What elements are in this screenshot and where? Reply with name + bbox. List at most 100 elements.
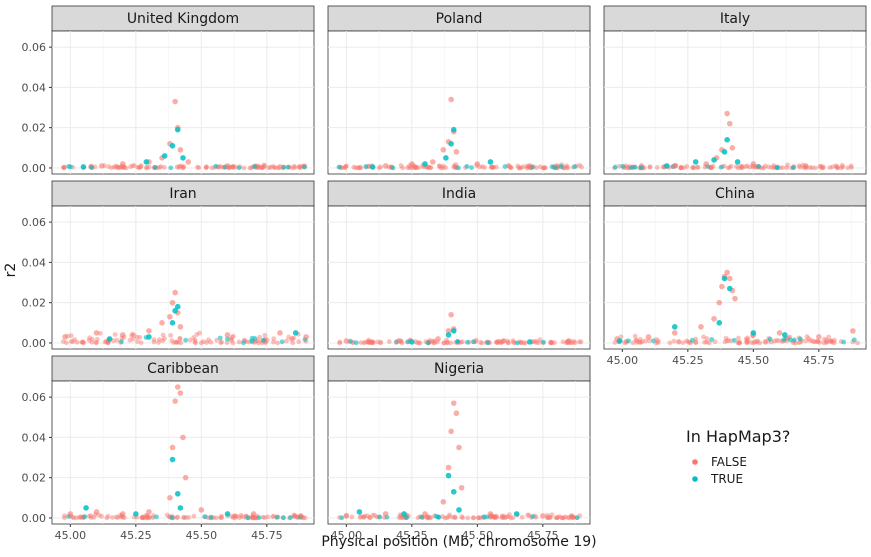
data-point <box>362 513 368 519</box>
data-point <box>302 515 308 521</box>
data-point <box>625 165 630 171</box>
data-point <box>737 340 743 346</box>
data-point <box>172 307 178 314</box>
data-point <box>791 337 797 343</box>
data-point <box>168 165 174 171</box>
data-point <box>639 339 645 345</box>
data-point <box>448 96 454 103</box>
data-point <box>850 328 856 334</box>
data-point <box>821 340 827 346</box>
data-point <box>780 165 786 170</box>
data-point <box>138 164 144 170</box>
data-point <box>156 337 162 342</box>
data-point <box>703 161 709 167</box>
data-point <box>447 512 452 518</box>
data-point <box>169 143 176 149</box>
data-point <box>382 163 389 169</box>
data-point <box>425 515 430 521</box>
data-point <box>450 488 457 495</box>
data-point <box>569 515 575 521</box>
data-point <box>566 515 572 521</box>
data-point <box>491 164 497 170</box>
data-point <box>62 515 67 521</box>
data-point <box>250 515 256 521</box>
data-point <box>363 164 369 169</box>
data-point <box>197 330 202 336</box>
data-point <box>412 165 418 170</box>
data-point <box>98 163 105 169</box>
data-point <box>356 509 363 515</box>
data-point <box>191 335 196 340</box>
data-point <box>174 164 180 170</box>
data-point <box>68 339 74 344</box>
data-point <box>704 339 710 345</box>
data-point <box>553 165 559 171</box>
data-point <box>262 332 268 338</box>
data-point <box>426 164 432 170</box>
data-point <box>396 515 402 520</box>
data-point <box>240 514 245 520</box>
data-point <box>664 163 670 169</box>
data-point <box>676 339 682 345</box>
data-point <box>743 336 749 342</box>
data-point <box>435 336 441 342</box>
data-point <box>177 335 183 341</box>
data-point <box>518 340 524 345</box>
data-point <box>60 339 66 344</box>
data-point <box>296 339 302 344</box>
data-point <box>549 512 555 518</box>
data-point <box>569 513 574 519</box>
data-point <box>827 165 833 170</box>
data-point <box>711 157 717 163</box>
data-point <box>435 514 441 520</box>
data-point <box>343 513 350 519</box>
data-point <box>89 339 95 345</box>
data-point <box>533 165 539 171</box>
data-point <box>811 339 817 345</box>
data-point <box>203 164 209 170</box>
data-point <box>270 339 276 345</box>
data-point <box>400 165 405 171</box>
data-point <box>456 165 461 171</box>
data-point <box>745 337 751 343</box>
data-point <box>160 338 166 344</box>
data-point <box>179 163 184 169</box>
data-point <box>733 164 739 170</box>
data-point <box>541 165 546 171</box>
data-point <box>232 513 238 519</box>
x-tick-label: 45.50 <box>738 354 770 367</box>
data-point <box>378 164 384 170</box>
data-point <box>724 338 730 344</box>
data-point <box>471 339 477 345</box>
data-point <box>744 339 750 345</box>
data-point <box>405 165 410 171</box>
data-point <box>175 514 180 520</box>
data-point <box>169 299 176 306</box>
data-point <box>154 514 159 520</box>
data-point <box>66 164 72 169</box>
data-point <box>487 511 494 517</box>
data-point <box>192 337 198 343</box>
data-point <box>678 165 684 171</box>
data-point <box>719 283 725 290</box>
data-point <box>547 514 553 520</box>
data-point <box>712 339 718 345</box>
data-point <box>465 515 471 521</box>
data-point <box>255 163 261 169</box>
data-point <box>819 165 825 171</box>
data-point <box>750 161 757 167</box>
data-point <box>633 337 639 343</box>
data-point <box>158 164 164 170</box>
data-point <box>564 163 570 169</box>
facet-title: Caribbean <box>147 361 219 377</box>
data-point <box>851 337 857 343</box>
data-point <box>728 163 734 169</box>
data-point <box>105 340 111 346</box>
data-point <box>86 337 92 343</box>
data-point <box>343 338 350 344</box>
data-point <box>560 515 565 521</box>
y-tick-label: 0.06 <box>22 41 47 54</box>
data-point <box>855 340 860 346</box>
data-point <box>537 164 543 170</box>
data-point <box>684 164 690 169</box>
